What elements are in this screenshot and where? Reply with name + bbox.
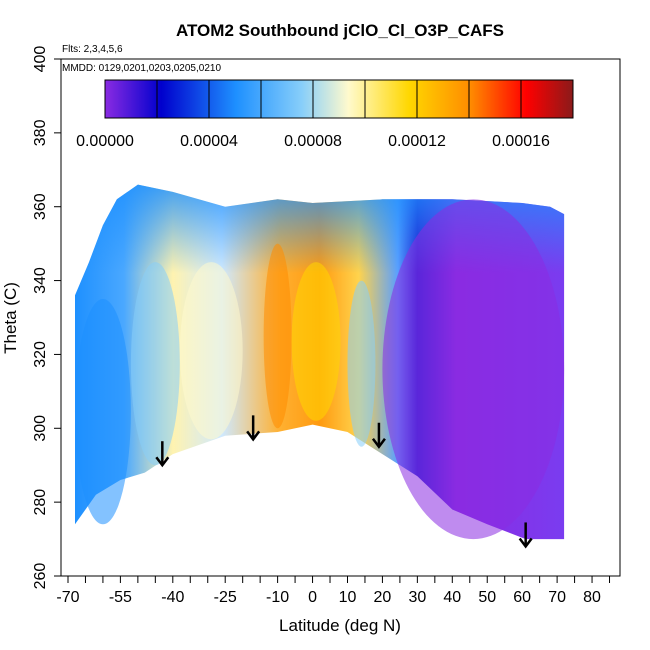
x-tick-label: 50 — [478, 589, 496, 606]
field-region — [291, 262, 341, 421]
x-tick-label: 10 — [339, 589, 357, 606]
field-region — [130, 262, 180, 466]
field-region — [347, 280, 376, 447]
x-tick-label: -70 — [56, 589, 79, 606]
y-tick-label: 300 — [32, 415, 49, 442]
y-tick-label: 280 — [32, 489, 49, 516]
colorbar-tick-label: 0.00012 — [388, 133, 446, 150]
field-region — [382, 199, 565, 540]
colorbar-tick-label: 0.00008 — [284, 133, 342, 150]
down-arrow-icon — [155, 441, 170, 468]
colorbar-tick-label: 0.00016 — [492, 133, 550, 150]
flights-note: Flts: 2,3,4,5,6 — [62, 44, 123, 55]
y-tick-label: 340 — [32, 267, 49, 294]
y-tick-label: 380 — [32, 119, 49, 146]
x-tick-label: -10 — [266, 589, 289, 606]
arrow-head — [371, 438, 386, 449]
y-tick-label: 360 — [32, 193, 49, 220]
colorbar-tick-label: 0.00004 — [180, 133, 238, 150]
dates-note: MMDD: 0129,0201,0203,0205,0210 — [62, 63, 221, 74]
x-tick-label: 70 — [548, 589, 566, 606]
axes: -70 -55 -40 -25 -10 0 10 20 30 40 50 60 70 80 260 280 30… — [32, 46, 611, 606]
field-region — [263, 243, 292, 429]
flight-turn-arrows — [155, 415, 533, 549]
arrow-head — [518, 537, 533, 549]
down-arrow-icon — [246, 415, 261, 442]
y-tick-label: 400 — [32, 46, 49, 73]
chart-title: ATOM2 Southbound jClO_Cl_O3P_CAFS — [176, 21, 504, 40]
x-tick-label: -25 — [214, 589, 237, 606]
y-tick-label: 320 — [32, 341, 49, 368]
theta-latitude-field — [74, 184, 565, 540]
field-region — [74, 299, 131, 525]
x-tick-label: -40 — [161, 589, 184, 606]
x-tick-label: 60 — [513, 589, 531, 606]
down-arrow-icon — [371, 422, 386, 449]
x-tick-label: 40 — [443, 589, 461, 606]
colorbar-frame — [104, 79, 574, 119]
x-axis-label: Latitude (deg N) — [279, 616, 401, 635]
y-axis-label: Theta (C) — [1, 282, 20, 354]
arrow-head — [155, 456, 170, 468]
y-tick-label: 260 — [32, 563, 49, 590]
colorbar-gradient — [105, 80, 573, 118]
down-arrow-icon — [518, 522, 533, 549]
colorbar: 0.00000 0.00004 0.00008 0.00012 0.00016 — [76, 79, 574, 150]
colorbar-tick-label: 0.00000 — [76, 133, 134, 150]
x-tick-label: 0 — [308, 589, 317, 606]
x-tick-label: 20 — [374, 589, 392, 606]
field-region — [179, 262, 243, 440]
x-tick-label: -55 — [109, 589, 132, 606]
x-tick-label: 80 — [583, 589, 601, 606]
arrow-head — [246, 430, 261, 442]
x-tick-label: 30 — [408, 589, 426, 606]
plot-frame — [60, 58, 621, 577]
